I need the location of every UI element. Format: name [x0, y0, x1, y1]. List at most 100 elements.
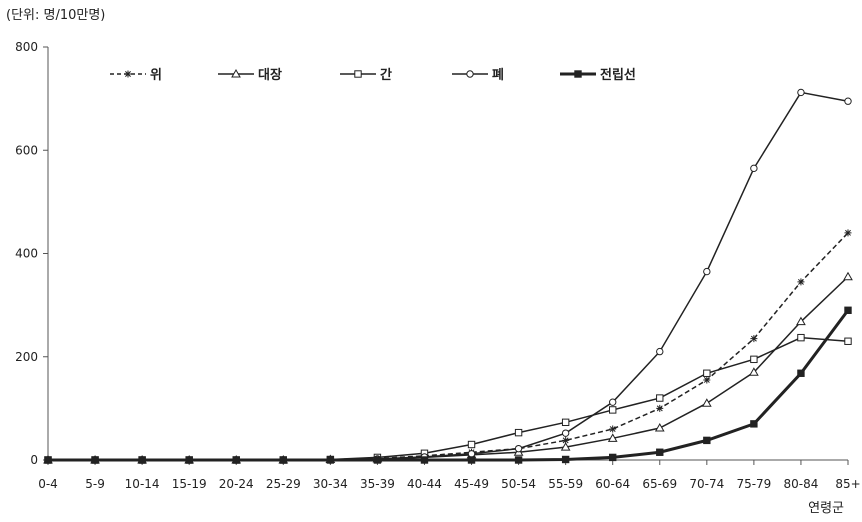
y-tick-label: 200: [15, 350, 38, 364]
legend-marker: [574, 70, 582, 78]
legend-label: 위: [150, 68, 162, 83]
data-point: [797, 333, 805, 342]
data-point: [609, 453, 617, 462]
x-tick-label: 50-54: [501, 477, 536, 491]
x-tick-label: 25-29: [266, 477, 301, 491]
x-tick-label: 35-39: [360, 477, 395, 491]
data-point: [844, 337, 852, 345]
data-point: [750, 355, 758, 364]
x-tick-label: 65-69: [642, 477, 677, 491]
y-tick-label: 600: [15, 143, 38, 157]
y-tick-label: 800: [15, 40, 38, 54]
series-line: [48, 336, 849, 461]
legend-marker: [466, 70, 474, 78]
data-point: [654, 422, 665, 432]
series-3: [44, 333, 852, 464]
x-tick-label: 10-14: [125, 477, 160, 491]
legend-item-1: 위: [110, 68, 162, 83]
legend-item-2: 대장: [218, 67, 282, 83]
x-tick-label: 20-24: [219, 477, 254, 491]
data-point: [514, 456, 523, 464]
x-tick-label: 85+: [835, 477, 860, 491]
data-point: [843, 271, 853, 281]
data-point: [560, 442, 571, 451]
data-point: [749, 367, 759, 376]
series-1: [44, 229, 852, 464]
data-point: [185, 456, 193, 464]
data-point: [91, 456, 99, 464]
data-point: [607, 433, 618, 442]
data-point: [844, 97, 852, 105]
data-point: [703, 376, 711, 384]
data-point: [561, 455, 570, 464]
data-point: [232, 456, 240, 464]
series-line: [48, 91, 849, 461]
legend-marker: [354, 70, 362, 78]
data-point: [467, 456, 476, 464]
x-tick-label: 0-4: [38, 477, 58, 491]
data-point: [796, 316, 806, 326]
data-point: [561, 418, 570, 427]
data-point: [656, 394, 664, 402]
data-point: [656, 448, 664, 456]
data-point: [797, 88, 805, 97]
legend-marker: [231, 68, 241, 78]
data-point: [844, 306, 852, 314]
x-tick-label: 70-74: [689, 477, 724, 491]
data-point: [373, 456, 382, 464]
data-point: [279, 456, 287, 464]
x-tick-label: 30-34: [313, 477, 348, 491]
data-point: [467, 440, 476, 449]
data-point: [609, 398, 617, 406]
x-axis-label: 연령군: [808, 501, 844, 516]
series-2: [43, 271, 853, 464]
data-point: [420, 456, 429, 464]
x-tick-label: 40-44: [407, 477, 442, 491]
legend-label: 대장: [258, 67, 282, 83]
data-point: [609, 406, 617, 414]
legend-label: 전립선: [600, 67, 636, 83]
data-point: [750, 164, 758, 173]
data-point: [797, 278, 805, 286]
x-tick-label: 55-59: [548, 477, 583, 491]
legend-item-4: 폐: [452, 68, 504, 83]
data-point: [138, 456, 146, 464]
x-tick-label: 60-64: [595, 477, 630, 491]
data-point: [750, 420, 758, 428]
data-point: [514, 428, 523, 437]
x-tick-label: 5-9: [85, 477, 105, 491]
y-tick-label: 400: [15, 247, 38, 261]
x-tick-label: 75-79: [736, 477, 771, 491]
unit-label: (단위: 명/10만명): [6, 8, 106, 23]
data-point: [656, 404, 664, 412]
series-4: [44, 88, 852, 464]
data-point: [467, 450, 476, 458]
data-point: [703, 267, 711, 276]
data-point: [609, 425, 617, 433]
data-point: [703, 369, 711, 377]
data-point: [701, 398, 712, 407]
data-point: [44, 456, 52, 464]
legend-item-5: 전립선: [560, 67, 636, 83]
data-point: [656, 347, 664, 356]
data-point: [562, 436, 570, 444]
series-5: [44, 306, 852, 464]
y-tick-label: 0: [30, 453, 38, 467]
series-line: [48, 232, 849, 461]
legend-label: 폐: [492, 68, 504, 83]
data-point: [561, 429, 570, 437]
legend-label: 간: [380, 67, 392, 83]
x-tick-label: 15-19: [172, 477, 207, 491]
data-point: [844, 229, 852, 237]
data-point: [326, 456, 335, 464]
x-tick-label: 45-49: [454, 477, 489, 491]
data-point: [514, 444, 523, 453]
x-tick-label: 80-84: [784, 477, 819, 491]
series-line: [48, 309, 850, 462]
legend-marker: [124, 70, 132, 78]
data-point: [750, 335, 758, 343]
data-point: [797, 369, 805, 377]
data-point: [703, 436, 711, 445]
legend-item-3: 간: [340, 67, 392, 83]
